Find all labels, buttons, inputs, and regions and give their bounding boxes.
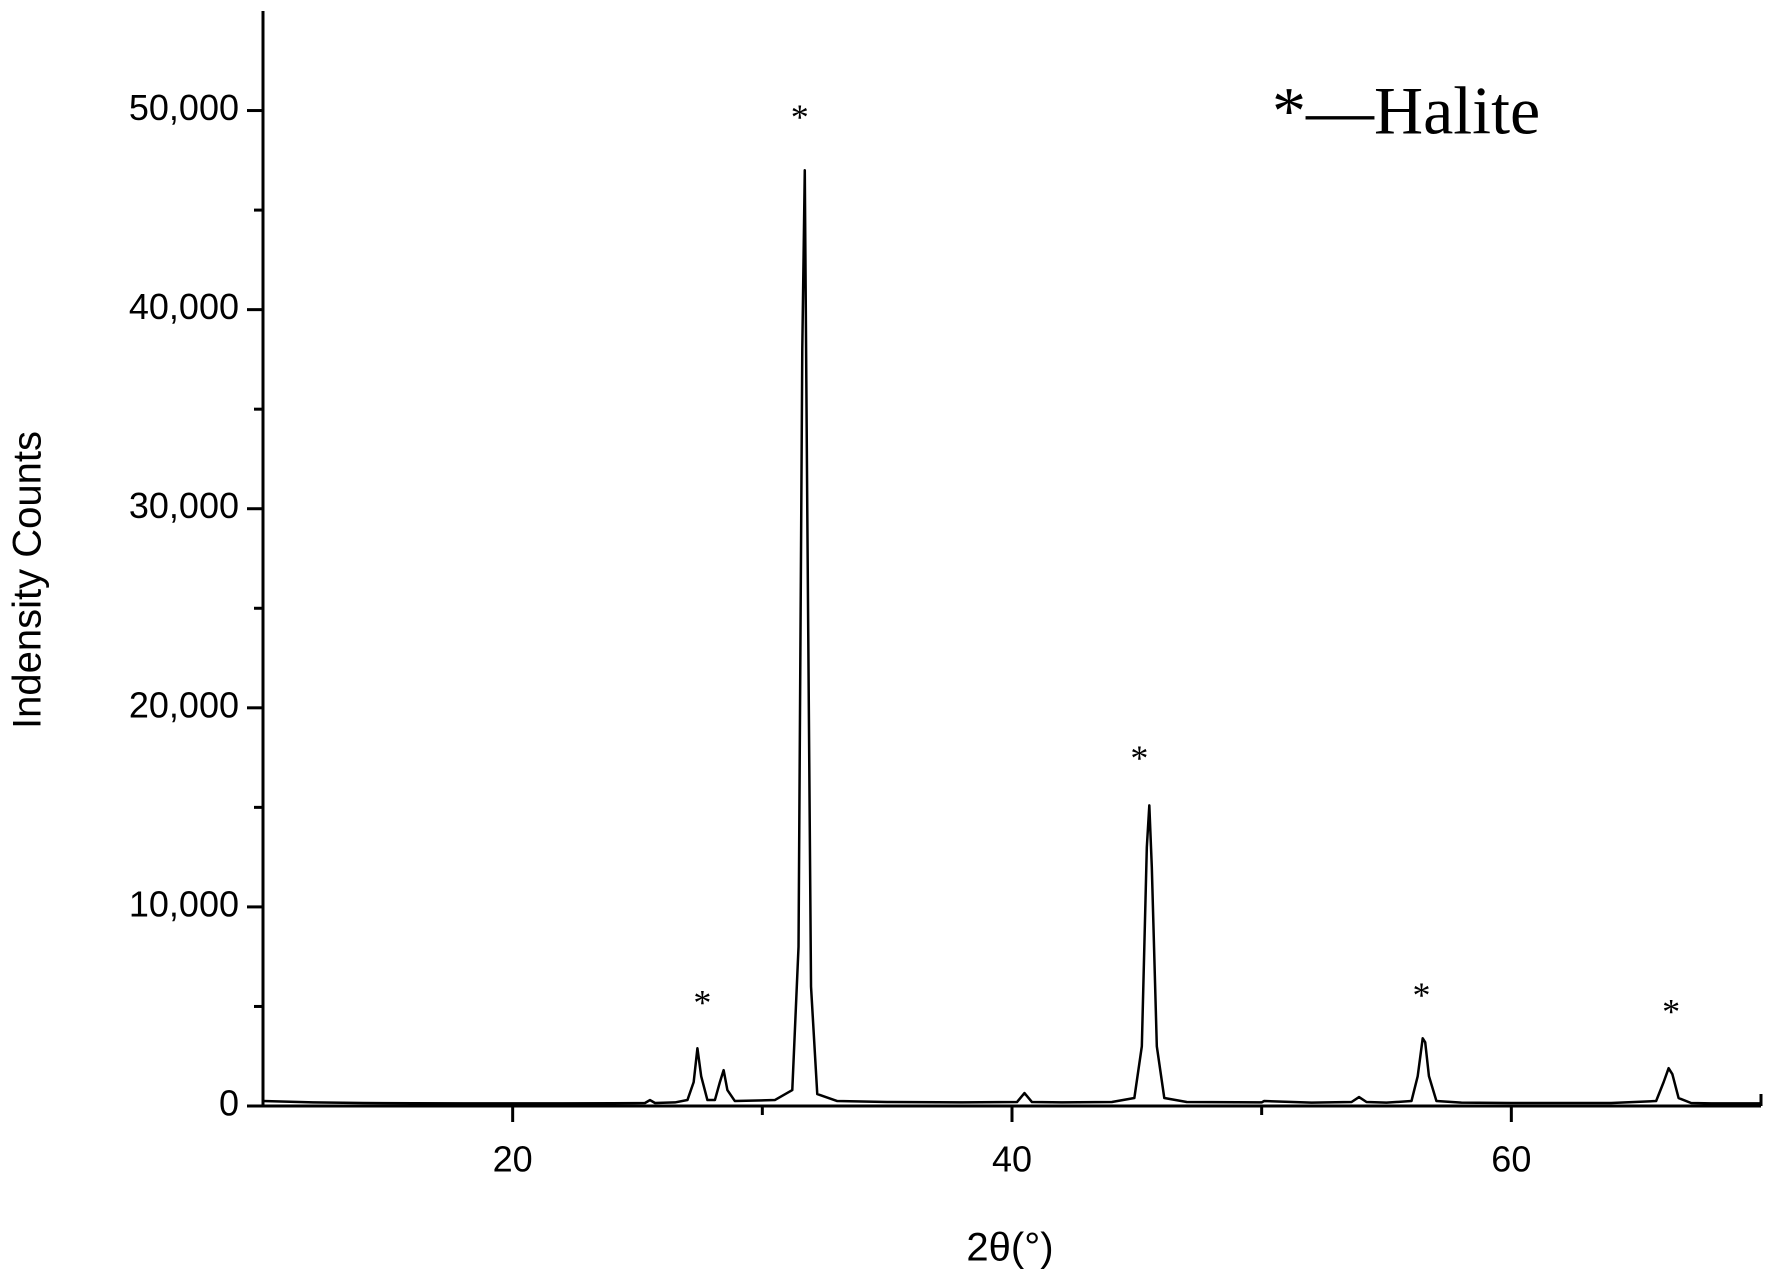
y-tick-label: 30,000 xyxy=(129,485,239,526)
x-tick-label: 40 xyxy=(992,1139,1032,1180)
y-tick-label: 20,000 xyxy=(129,684,239,725)
x-tick-label: 20 xyxy=(493,1139,533,1180)
peak-marker: * xyxy=(791,97,809,137)
y-tick-label: 40,000 xyxy=(129,286,239,327)
legend-text: *—Halite xyxy=(1272,73,1540,149)
data-line xyxy=(262,169,1761,1105)
peak-marker: * xyxy=(1412,975,1430,1015)
x-axis-label: 2θ(°) xyxy=(966,1226,1053,1270)
peak-marker: * xyxy=(1130,738,1148,778)
y-tick-label: 10,000 xyxy=(129,883,239,924)
y-axis-label: Indensity Counts xyxy=(6,431,50,729)
peak-marker: * xyxy=(693,982,711,1022)
y-tick-label: 50,000 xyxy=(129,87,239,128)
peak-marker: * xyxy=(1662,991,1680,1031)
x-tick-label: 60 xyxy=(1491,1139,1531,1180)
y-tick-label: 0 xyxy=(219,1083,239,1124)
